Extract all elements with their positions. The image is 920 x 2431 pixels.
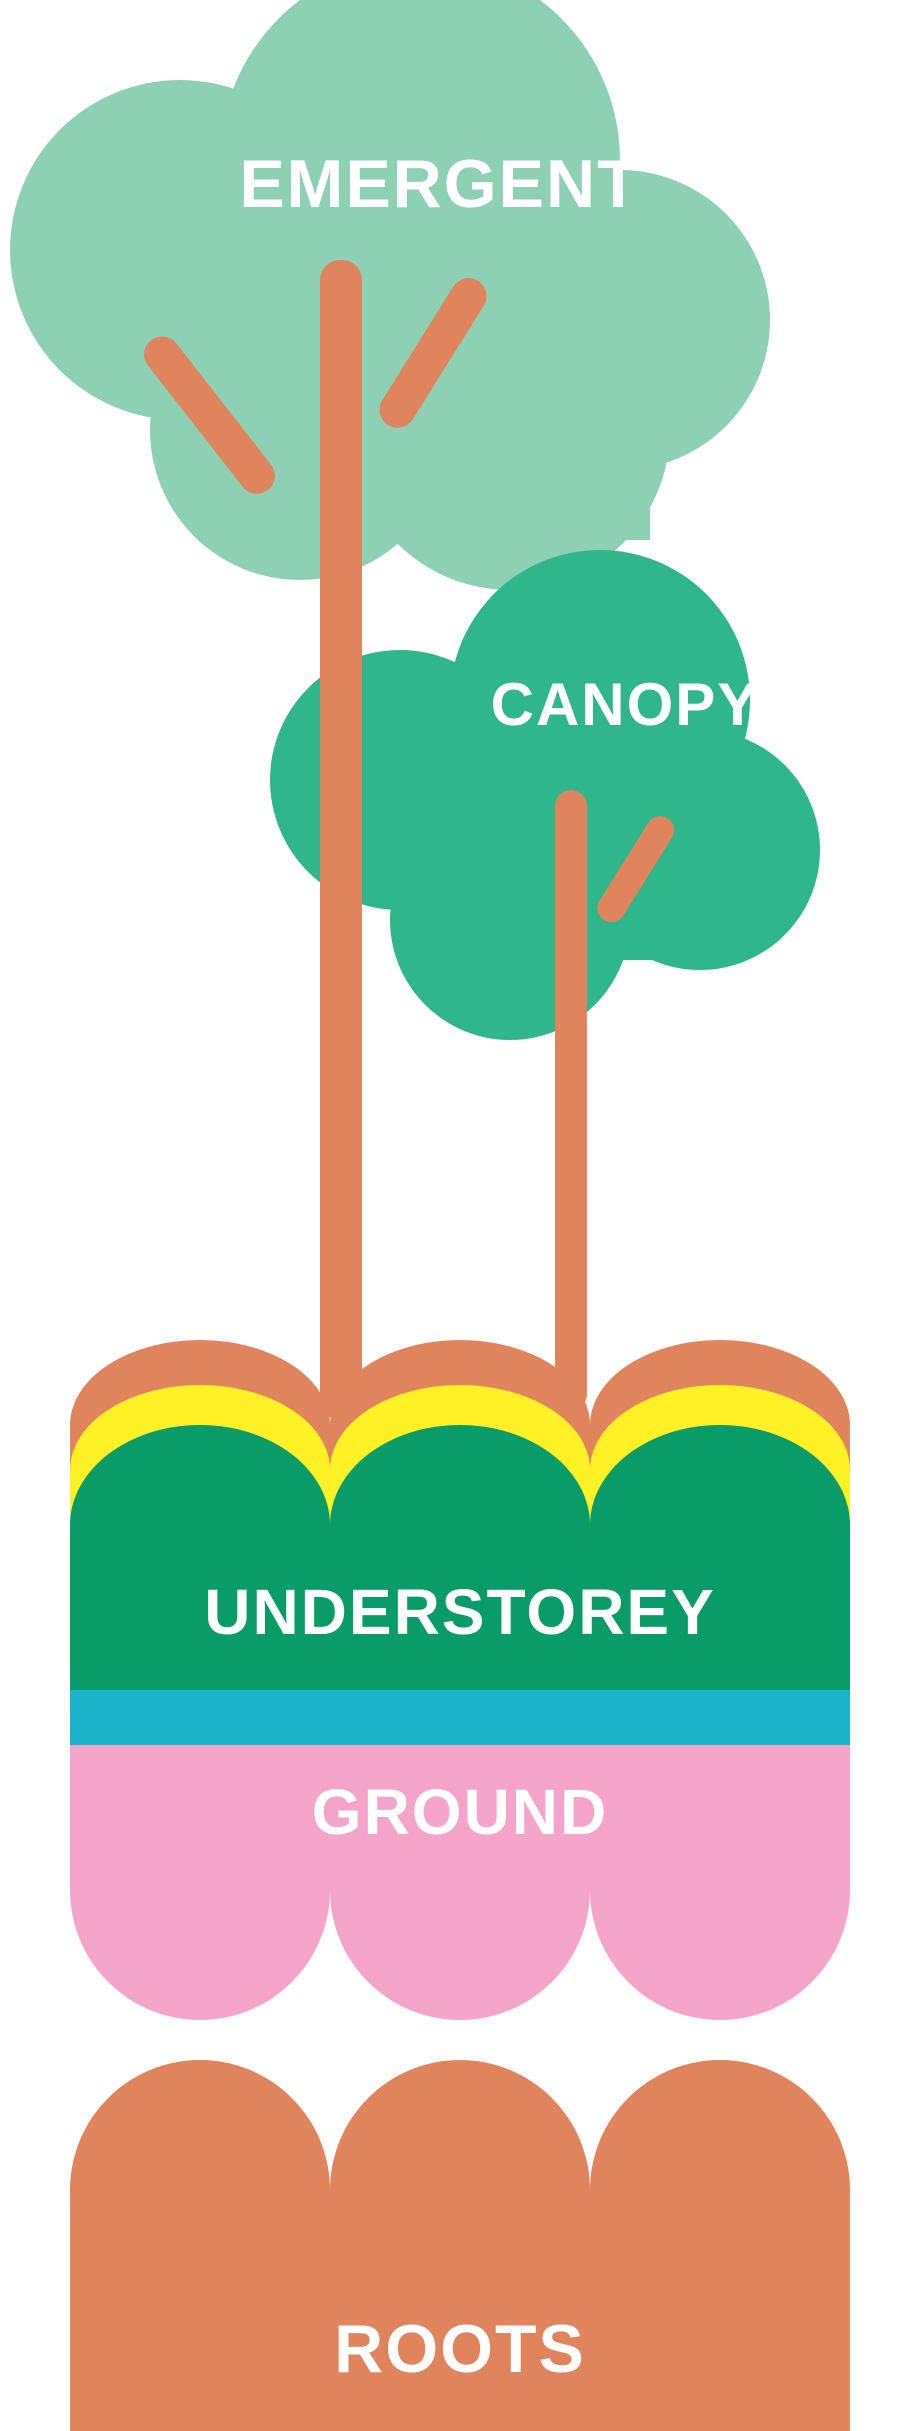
ground-label: GROUND — [200, 1775, 720, 1849]
roots-label: ROOTS — [260, 2310, 660, 2388]
cyan-divider-strip — [70, 1690, 850, 1745]
canopy-label: CANOPY — [460, 670, 790, 739]
understorey-label: UNDERSTOREY — [90, 1575, 830, 1649]
forest-layers-infographic: EMERGENT CANOPY UNDERSTOREY GROUND ROOTS — [0, 0, 920, 2431]
emergent-label: EMERGENT — [200, 145, 680, 223]
